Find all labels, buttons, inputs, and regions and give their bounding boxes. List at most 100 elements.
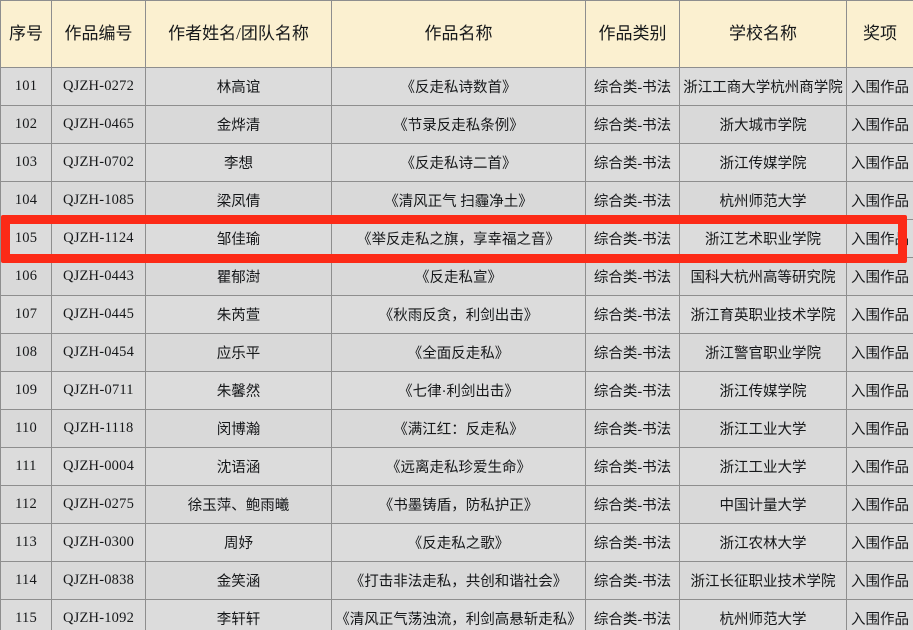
- cell-school-name: 浙江工业大学: [679, 447, 847, 486]
- cell-work-title: 《清风正气 扫霾净土》: [331, 181, 586, 220]
- column-header-title: 作品名称: [331, 0, 586, 68]
- cell-prize: 入围作品: [846, 447, 913, 486]
- cell-category: 综合类-书法: [585, 143, 680, 182]
- table-row[interactable]: 111 QJZH-0004 沈语涵 《远离走私珍爱生命》 综合类-书法 浙江工业大学 入围作…: [0, 447, 913, 486]
- cell-category: 综合类-书法: [585, 561, 680, 600]
- cell-category: 综合类-书法: [585, 447, 680, 486]
- table-header: 序号 作品编号 作者姓名/团队名称 作品名称 作品类别 学校名称 奖项: [0, 0, 913, 68]
- cell-work-code: QJZH-0711: [51, 371, 146, 410]
- cell-prize: 入围作品: [846, 181, 913, 220]
- table-row[interactable]: 113 QJZH-0300 周妤 《反走私之歌》 综合类-书法 浙江农林大学 入围作品: [0, 523, 913, 562]
- cell-school-name: 浙江育英职业技术学院: [679, 295, 847, 334]
- cell-work-code: QJZH-1124: [51, 219, 146, 258]
- cell-work-title: 《满江红：反走私》: [331, 409, 586, 448]
- cell-sequence-number: 106: [0, 257, 52, 296]
- table-row[interactable]: 108 QJZH-0454 应乐平 《全面反走私》 综合类-书法 浙江警官职业学院 入围作品: [0, 333, 913, 372]
- cell-school-name: 杭州师范大学: [679, 599, 847, 630]
- cell-author-name: 朱芮萱: [145, 295, 332, 334]
- table-header-row: 序号 作品编号 作者姓名/团队名称 作品名称 作品类别 学校名称 奖项: [0, 0, 913, 68]
- cell-work-title: 《反走私宣》: [331, 257, 586, 296]
- table-row[interactable]: 115 QJZH-1092 李轩轩 《清风正气荡浊流，利剑高悬斩走私》 综合类-书法 杭州…: [0, 599, 913, 630]
- cell-prize: 入围作品: [846, 219, 913, 258]
- table-row[interactable]: 102 QJZH-0465 金烨清 《节录反走私条例》 综合类-书法 浙大城市学院 入围作品: [0, 105, 913, 144]
- cell-category: 综合类-书法: [585, 295, 680, 334]
- table-row[interactable]: 101 QJZH-0272 林高谊 《反走私诗数首》 综合类-书法 浙江工商大学杭州商学院…: [0, 67, 913, 106]
- cell-author-name: 李轩轩: [145, 599, 332, 630]
- cell-school-name: 浙大城市学院: [679, 105, 847, 144]
- cell-prize: 入围作品: [846, 333, 913, 372]
- cell-work-code: QJZH-1118: [51, 409, 146, 448]
- cell-school-name: 浙江工商大学杭州商学院: [679, 67, 847, 106]
- cell-work-title: 《秋雨反贪，利剑出击》: [331, 295, 586, 334]
- cell-school-name: 浙江传媒学院: [679, 371, 847, 410]
- cell-school-name: 浙江传媒学院: [679, 143, 847, 182]
- cell-sequence-number: 111: [0, 447, 52, 486]
- table-row[interactable]: 107 QJZH-0445 朱芮萱 《秋雨反贪，利剑出击》 综合类-书法 浙江育英职业技术…: [0, 295, 913, 334]
- cell-prize: 入围作品: [846, 561, 913, 600]
- cell-work-title: 《清风正气荡浊流，利剑高悬斩走私》: [331, 599, 586, 630]
- cell-prize: 入围作品: [846, 67, 913, 106]
- table-row[interactable]: 103 QJZH-0702 李想 《反走私诗二首》 综合类-书法 浙江传媒学院 入围作品: [0, 143, 913, 182]
- cell-work-title: 《反走私诗二首》: [331, 143, 586, 182]
- cell-sequence-number: 104: [0, 181, 52, 220]
- cell-work-title: 《打击非法走私，共创和谐社会》: [331, 561, 586, 600]
- cell-sequence-number: 109: [0, 371, 52, 410]
- cell-author-name: 周妤: [145, 523, 332, 562]
- column-header-category: 作品类别: [585, 0, 680, 68]
- cell-work-code: QJZH-0838: [51, 561, 146, 600]
- cell-category: 综合类-书法: [585, 257, 680, 296]
- cell-work-title: 《节录反走私条例》: [331, 105, 586, 144]
- table-row[interactable]: 114 QJZH-0838 金笑涵 《打击非法走私，共创和谐社会》 综合类-书法 浙江长征…: [0, 561, 913, 600]
- cell-sequence-number: 101: [0, 67, 52, 106]
- cell-sequence-number: 113: [0, 523, 52, 562]
- cell-work-title: 《书墨铸盾，防私护正》: [331, 485, 586, 524]
- table-row[interactable]: 106 QJZH-0443 瞿郁澍 《反走私宣》 综合类-书法 国科大杭州高等研究院 入围作…: [0, 257, 913, 296]
- cell-school-name: 浙江农林大学: [679, 523, 847, 562]
- cell-prize: 入围作品: [846, 409, 913, 448]
- cell-sequence-number: 110: [0, 409, 52, 448]
- cell-author-name: 金笑涵: [145, 561, 332, 600]
- cell-category: 综合类-书法: [585, 181, 680, 220]
- table-row[interactable]: 109 QJZH-0711 朱馨然 《七律·利剑出击》 综合类-书法 浙江传媒学院 入围作品: [0, 371, 913, 410]
- cell-author-name: 梁凤倩: [145, 181, 332, 220]
- cell-prize: 入围作品: [846, 599, 913, 630]
- cell-work-title: 《远离走私珍爱生命》: [331, 447, 586, 486]
- cell-work-title: 《举反走私之旗，享幸福之音》: [331, 219, 586, 258]
- cell-prize: 入围作品: [846, 485, 913, 524]
- cell-author-name: 沈语涵: [145, 447, 332, 486]
- cell-work-title: 《全面反走私》: [331, 333, 586, 372]
- cell-prize: 入围作品: [846, 523, 913, 562]
- cell-category: 综合类-书法: [585, 105, 680, 144]
- cell-author-name: 金烨清: [145, 105, 332, 144]
- table-row[interactable]: 105 QJZH-1124 邹佳瑜 《举反走私之旗，享幸福之音》 综合类-书法 浙江艺术职…: [0, 219, 913, 258]
- cell-category: 综合类-书法: [585, 333, 680, 372]
- cell-category: 综合类-书法: [585, 371, 680, 410]
- cell-author-name: 朱馨然: [145, 371, 332, 410]
- cell-category: 综合类-书法: [585, 485, 680, 524]
- cell-sequence-number: 102: [0, 105, 52, 144]
- cell-author-name: 林高谊: [145, 67, 332, 106]
- cell-sequence-number: 115: [0, 599, 52, 630]
- table-row[interactable]: 112 QJZH-0275 徐玉萍、鲍雨曦 《书墨铸盾，防私护正》 综合类-书法 中国计量…: [0, 485, 913, 524]
- cell-school-name: 国科大杭州高等研究院: [679, 257, 847, 296]
- cell-category: 综合类-书法: [585, 67, 680, 106]
- cell-work-code: QJZH-1092: [51, 599, 146, 630]
- cell-school-name: 浙江长征职业技术学院: [679, 561, 847, 600]
- cell-work-code: QJZH-0272: [51, 67, 146, 106]
- cell-sequence-number: 107: [0, 295, 52, 334]
- cell-work-title: 《反走私之歌》: [331, 523, 586, 562]
- table-body: 101 QJZH-0272 林高谊 《反走私诗数首》 综合类-书法 浙江工商大学杭州商学院…: [0, 67, 913, 630]
- table-row[interactable]: 110 QJZH-1118 闵博瀚 《满江红：反走私》 综合类-书法 浙江工业大学 入围作品: [0, 409, 913, 448]
- cell-school-name: 浙江艺术职业学院: [679, 219, 847, 258]
- column-header-author: 作者姓名/团队名称: [145, 0, 332, 68]
- column-header-school: 学校名称: [679, 0, 847, 68]
- cell-author-name: 邹佳瑜: [145, 219, 332, 258]
- cell-prize: 入围作品: [846, 295, 913, 334]
- cell-school-name: 杭州师范大学: [679, 181, 847, 220]
- cell-work-code: QJZH-0454: [51, 333, 146, 372]
- cell-work-code: QJZH-0702: [51, 143, 146, 182]
- cell-school-name: 浙江工业大学: [679, 409, 847, 448]
- table-row[interactable]: 104 QJZH-1085 梁凤倩 《清风正气 扫霾净土》 综合类-书法 杭州师范大学 入围…: [0, 181, 913, 220]
- cell-author-name: 闵博瀚: [145, 409, 332, 448]
